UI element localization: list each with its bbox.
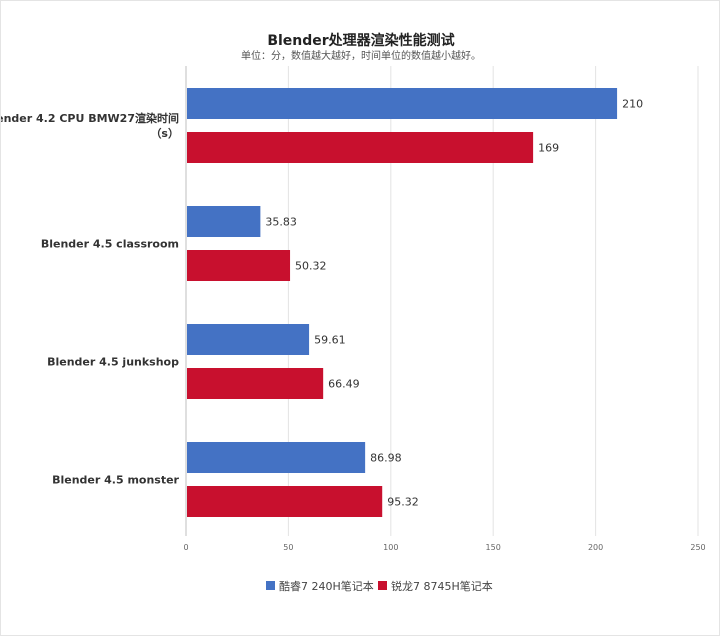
category-label: Blender 4.5 junkshop	[47, 356, 179, 369]
bar	[187, 88, 618, 119]
bar	[187, 250, 291, 281]
category-label: Blender 4.2 CPU BMW27渲染时间	[1, 111, 179, 125]
legend-label: 锐龙7 8745H笔记本	[391, 579, 493, 593]
legend: 酷睿7 240H笔记本 锐龙7 8745H笔记本	[266, 579, 493, 593]
chart-title: Blender处理器渲染性能测试	[267, 32, 454, 49]
x-tick-label: 200	[588, 543, 603, 552]
bar	[187, 132, 534, 163]
data-label: 59.61	[314, 334, 346, 347]
legend-swatch	[266, 581, 275, 590]
legend-swatch	[378, 581, 387, 590]
bar	[187, 486, 383, 517]
bar	[187, 206, 261, 237]
data-label: 95.32	[387, 496, 419, 509]
y-axis: Blender 4.2 CPU BMW27渲染时间 （s） Blender 4.5 …	[1, 66, 187, 536]
x-tick-label: 50	[283, 543, 293, 552]
legend-label: 酷睿7 240H笔记本	[279, 579, 374, 593]
category-label: Blender 4.5 monster	[52, 474, 179, 487]
category-label: （s）	[150, 127, 179, 140]
x-axis-ticks: 0 50 100 150 200 250	[183, 543, 705, 552]
data-label: 86.98	[370, 452, 402, 465]
x-tick-label: 100	[383, 543, 398, 552]
bar	[187, 324, 310, 355]
data-label: 66.49	[328, 378, 360, 391]
x-tick-label: 150	[486, 543, 501, 552]
chart-subtitle: 单位：分，数值越大越好，时间单位的数值越小越好。	[241, 49, 481, 62]
bar	[187, 368, 324, 399]
bar	[187, 442, 366, 473]
category-label: Blender 4.5 classroom	[41, 238, 179, 251]
x-tick-label: 0	[183, 543, 188, 552]
data-label: 169	[538, 142, 559, 155]
data-label: 50.32	[295, 260, 327, 273]
x-tick-label: 250	[690, 543, 705, 552]
data-label: 210	[622, 98, 643, 111]
bars: 210 169 35.83 50.32 59.61 66.49 86.98 95.32	[187, 88, 643, 517]
data-label: 35.83	[265, 216, 297, 229]
